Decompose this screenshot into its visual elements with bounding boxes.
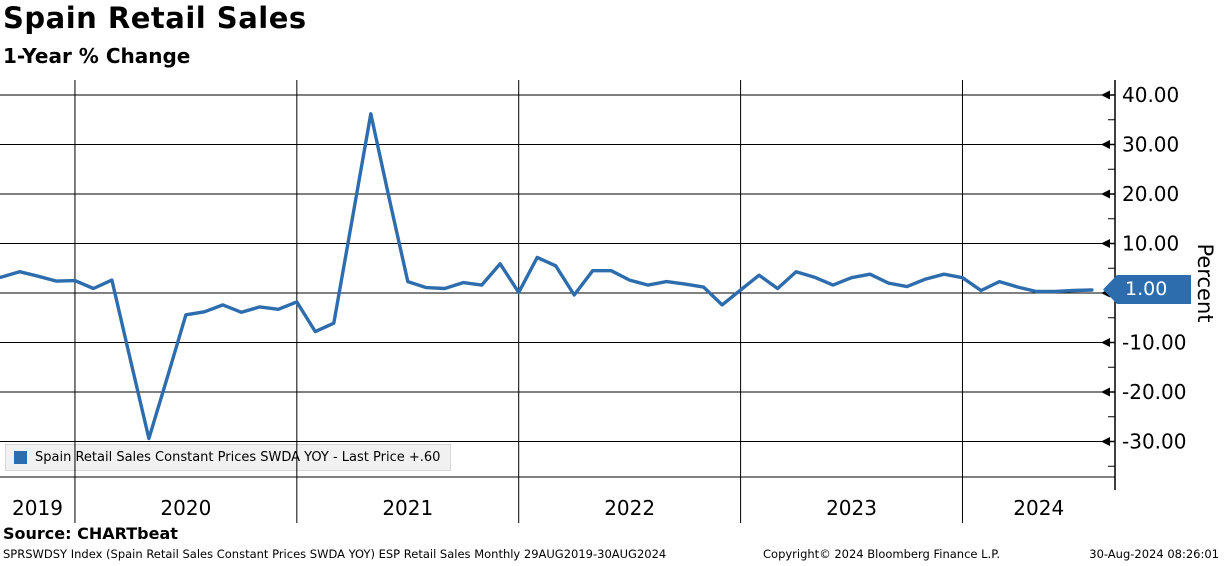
- y-tick-arrow-icon: [1101, 189, 1110, 199]
- x-tick-label: 2020: [160, 496, 211, 520]
- y-tick-label: 40.00: [1122, 83, 1179, 107]
- footer-copyright: Copyright© 2024 Bloomberg Finance L.P.: [763, 547, 1000, 561]
- y-tick-arrow-icon: [1101, 140, 1110, 149]
- y-tick-label: 20.00: [1122, 182, 1179, 206]
- y-tick-arrow-icon: [1101, 437, 1110, 446]
- y-tick-label: -10.00: [1122, 331, 1186, 355]
- y-tick-arrow-icon: [1101, 239, 1110, 248]
- y-tick-label: 10.00: [1122, 232, 1179, 256]
- y-tick-label: -30.00: [1122, 430, 1186, 454]
- page-subtitle: 1-Year % Change: [3, 44, 191, 68]
- legend-swatch-icon: [14, 451, 27, 464]
- data-line-series: [0, 112, 1094, 441]
- x-tick-label: 2019: [12, 496, 63, 520]
- y-tick-label: 30.00: [1122, 133, 1179, 157]
- y-axis-unit-label: Percent: [1193, 243, 1217, 323]
- x-tick-label: 2023: [826, 496, 877, 520]
- y-tick-arrow-icon: [1101, 338, 1110, 347]
- y-tick-arrow-icon: [1101, 90, 1110, 100]
- y-tick-label: -20.00: [1122, 380, 1186, 404]
- x-tick-label: 2022: [604, 496, 655, 520]
- legend[interactable]: Spain Retail Sales Constant Prices SWDA …: [5, 444, 452, 471]
- last-price-tag[interactable]: 1.00: [1103, 275, 1191, 304]
- y-tick-arrow-icon: [1101, 387, 1110, 397]
- x-tick-label: 2021: [382, 496, 433, 520]
- footer-security-info: SPRSWDSY Index (Spain Retail Sales Const…: [3, 547, 667, 561]
- page-title: Spain Retail Sales: [3, 1, 307, 35]
- x-tick-label: 2024: [1013, 496, 1064, 520]
- legend-label: Spain Retail Sales Constant Prices SWDA …: [35, 450, 441, 465]
- source-line: Source: CHARTbeat: [3, 524, 178, 543]
- footer-timestamp: 30-Aug-2024 08:26:01: [1089, 547, 1219, 561]
